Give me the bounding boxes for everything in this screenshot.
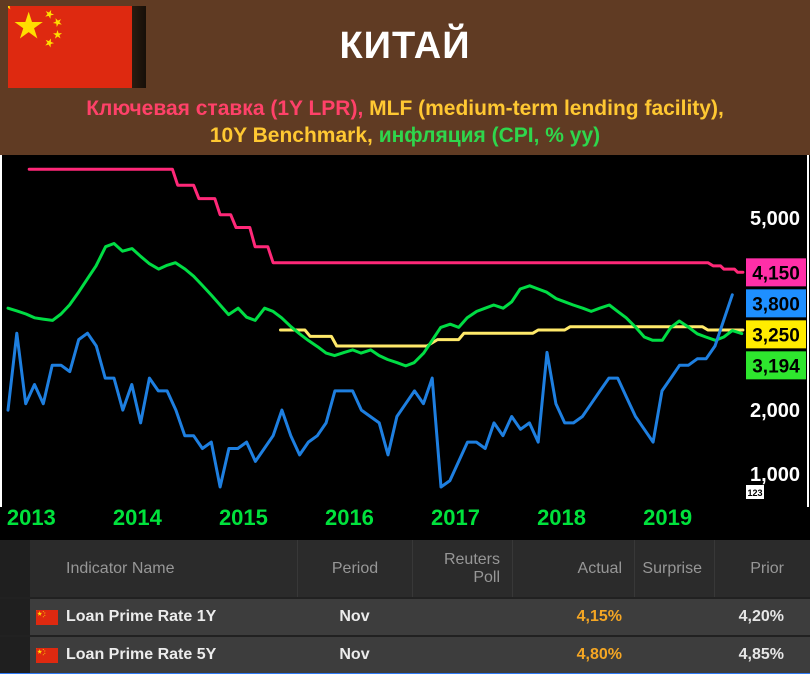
reuters-poll-value (412, 637, 512, 673)
last-value-chip (746, 289, 806, 318)
indicator-name: Loan Prime Rate 5Y (66, 646, 217, 663)
reuters-poll-value (412, 599, 512, 635)
series-line-0 (27, 167, 745, 274)
last-value-chip (746, 320, 806, 349)
numeric-axis-icon-label: 123 (747, 488, 762, 498)
legend-cpi-inflation: инфляция (CPI, % yy) (378, 124, 601, 147)
china-flag-icon (30, 599, 64, 635)
series-line-3 (6, 293, 734, 489)
period-value: Nov (339, 646, 370, 663)
x-tick-label: 2014 (113, 505, 163, 530)
last-value-chip (746, 351, 806, 380)
header-period: Period (297, 540, 412, 597)
x-tick-label: 2016 (325, 505, 374, 530)
table-gutter (0, 599, 30, 635)
last-value-chip-label: 3,800 (752, 294, 800, 315)
indicator-table: Indicator Name Period Reuters Poll Actua… (0, 540, 810, 674)
table-gutter (0, 540, 30, 597)
x-tick-label: 2015 (219, 505, 268, 530)
surprise-value (634, 599, 714, 635)
y-tick-label: 5,000 (750, 208, 800, 230)
table-row-lpr-5y[interactable]: Loan Prime Rate 5Y Nov 4,80% 4,85% (0, 635, 810, 673)
x-tick-label: 2019 (643, 505, 692, 530)
last-value-chip-label: 3,194 (752, 356, 800, 377)
header-surprise: Surprise (634, 540, 714, 597)
x-tick-label: 2017 (431, 505, 480, 530)
x-tick-label: 2013 (7, 505, 56, 530)
series-line-2 (6, 242, 744, 368)
period-value: Nov (339, 608, 370, 625)
prior-value: 4,20% (738, 608, 784, 625)
flag-shadow (132, 6, 146, 88)
surprise-value (634, 637, 714, 673)
indicator-name: Loan Prime Rate 1Y (66, 608, 217, 625)
china-flag-image (8, 6, 132, 88)
y-tick-label: 1,000 (750, 464, 800, 486)
header-prior: Prior (714, 540, 810, 597)
table-gutter (0, 637, 30, 673)
numeric-axis-icon[interactable] (746, 485, 764, 499)
table-header-row: Indicator Name Period Reuters Poll Actua… (0, 540, 810, 597)
legend-line-1: Ключевая ставка (1Y LPR), MLF (medium-te… (0, 95, 810, 122)
legend-line-2: 10Y Benchmark, инфляция (CPI, % yy) (0, 122, 810, 149)
last-value-chip (746, 258, 806, 287)
table-row-lpr-1y[interactable]: Loan Prime Rate 1Y Nov 4,15% 4,20% (0, 597, 810, 635)
last-value-chip-label: 4,150 (752, 263, 800, 284)
actual-value: 4,15% (576, 608, 622, 625)
legend-10y-benchmark: 10Y Benchmark, (209, 124, 379, 147)
header-reuters-poll: Reuters Poll (412, 540, 512, 597)
header-actual: Actual (512, 540, 634, 597)
actual-value: 4,80% (576, 646, 622, 663)
china-flag-icon (30, 637, 64, 673)
y-tick-label: 2,000 (750, 400, 800, 422)
chart-legend: Ключевая ставка (1Y LPR), MLF (medium-te… (0, 92, 810, 155)
header-indicator-name: Indicator Name (66, 559, 175, 577)
legend-mlf: MLF (medium-term lending facility), (369, 97, 724, 120)
page-title: КИТАЙ (339, 25, 471, 67)
chart-panel: 5,000 2,000 1,000 4,150 3,800 3,250 3,194 2013 2… (0, 155, 810, 540)
prior-value: 4,85% (738, 646, 784, 663)
x-tick-label: 2018 (537, 505, 586, 530)
header: КИТАЙ (0, 0, 810, 92)
rates-chart: 5,000 2,000 1,000 4,150 3,800 3,250 3,194 2013 2… (0, 155, 809, 530)
legend-key-rate: Ключевая ставка (1Y LPR), (86, 97, 370, 120)
series-line-1 (279, 325, 745, 348)
flag-column-header (30, 540, 64, 597)
china-flag (8, 6, 146, 88)
last-value-chip-label: 3,250 (752, 325, 800, 346)
